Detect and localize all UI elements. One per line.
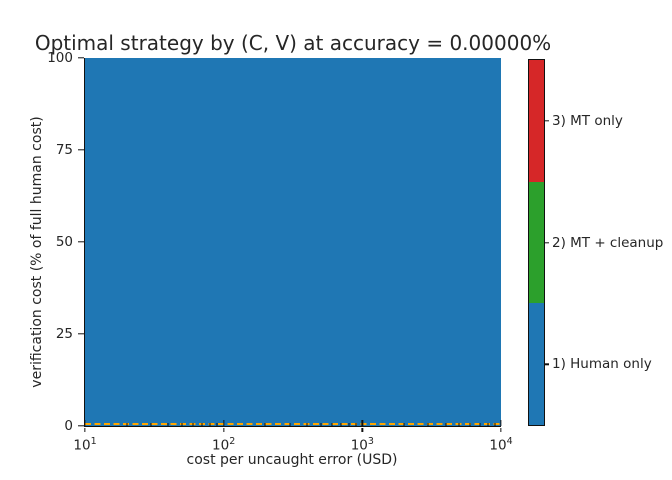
x-minor-tick bbox=[306, 422, 308, 426]
x-minor-tick bbox=[331, 422, 333, 426]
y-tick-label: 0 bbox=[64, 418, 73, 434]
x-minor-tick bbox=[216, 422, 218, 426]
y-tick bbox=[77, 149, 84, 151]
x-minor-tick bbox=[479, 422, 481, 426]
y-axis-label: verification cost (% of full human cost) bbox=[29, 116, 45, 388]
strategy-boundary-dashed-line bbox=[85, 422, 501, 425]
y-tick bbox=[77, 333, 84, 335]
y-tick bbox=[77, 425, 84, 427]
x-minor-tick bbox=[403, 422, 405, 426]
colorbar-segment bbox=[529, 303, 544, 425]
colorbar-segment bbox=[529, 181, 544, 304]
y-tick-label: 50 bbox=[55, 234, 73, 250]
x-minor-tick bbox=[167, 422, 169, 426]
x-tick-label: 104 bbox=[489, 435, 513, 454]
x-major-tick bbox=[223, 420, 225, 426]
x-minor-tick bbox=[289, 422, 291, 426]
x-minor-tick bbox=[348, 422, 350, 426]
x-minor-tick bbox=[458, 422, 460, 426]
colorbar-tick bbox=[544, 363, 549, 365]
x-minor-tick bbox=[264, 422, 266, 426]
colorbar-segment bbox=[529, 60, 544, 182]
x-minor-tick bbox=[355, 422, 357, 426]
y-tick-label: 25 bbox=[55, 326, 73, 342]
x-major-tick-outer bbox=[223, 427, 225, 432]
x-tick-label: 101 bbox=[73, 435, 97, 454]
x-major-tick bbox=[361, 420, 363, 426]
x-minor-tick bbox=[126, 422, 128, 426]
x-tick-label: 103 bbox=[350, 435, 374, 454]
colorbar-tick bbox=[544, 120, 549, 122]
x-major-tick bbox=[84, 420, 86, 426]
x-minor-tick bbox=[427, 422, 429, 426]
colorbar-tick bbox=[544, 241, 549, 244]
x-minor-tick bbox=[181, 422, 183, 426]
x-minor-tick bbox=[209, 422, 211, 426]
x-major-tick-outer bbox=[84, 427, 86, 432]
x-minor-tick bbox=[320, 422, 322, 426]
y-tick bbox=[77, 57, 84, 59]
colorbar-label: 1) Human only bbox=[552, 356, 652, 373]
x-minor-tick bbox=[340, 422, 342, 426]
y-tick-label: 75 bbox=[55, 142, 73, 158]
x-tick-label: 102 bbox=[212, 435, 236, 454]
y-tick bbox=[77, 241, 84, 243]
x-minor-tick bbox=[150, 422, 152, 426]
x-minor-tick bbox=[469, 422, 471, 426]
plot-area: 101 102 103 104 0 25 50 75 100 bbox=[47, 50, 512, 453]
x-minor-tick bbox=[445, 422, 447, 426]
x-minor-tick bbox=[201, 422, 203, 426]
colorbar: 3) MT only 2) MT + cleanup 1) Human only bbox=[528, 59, 663, 426]
x-minor-tick bbox=[487, 422, 489, 426]
colorbar-label: 3) MT only bbox=[552, 112, 623, 129]
x-major-tick-outer bbox=[361, 427, 363, 432]
x-axis-label: cost per uncaught error (USD) bbox=[186, 452, 398, 468]
x-minor-tick bbox=[192, 422, 194, 426]
colorbar-label: 2) MT + cleanup bbox=[552, 234, 664, 251]
y-tick-label: 100 bbox=[47, 50, 73, 66]
chart-title: Optimal strategy by (C, V) at accuracy =… bbox=[34, 31, 552, 55]
x-major-tick bbox=[500, 420, 502, 426]
x-major-tick-outer bbox=[500, 427, 502, 432]
x-minor-tick bbox=[494, 422, 496, 426]
